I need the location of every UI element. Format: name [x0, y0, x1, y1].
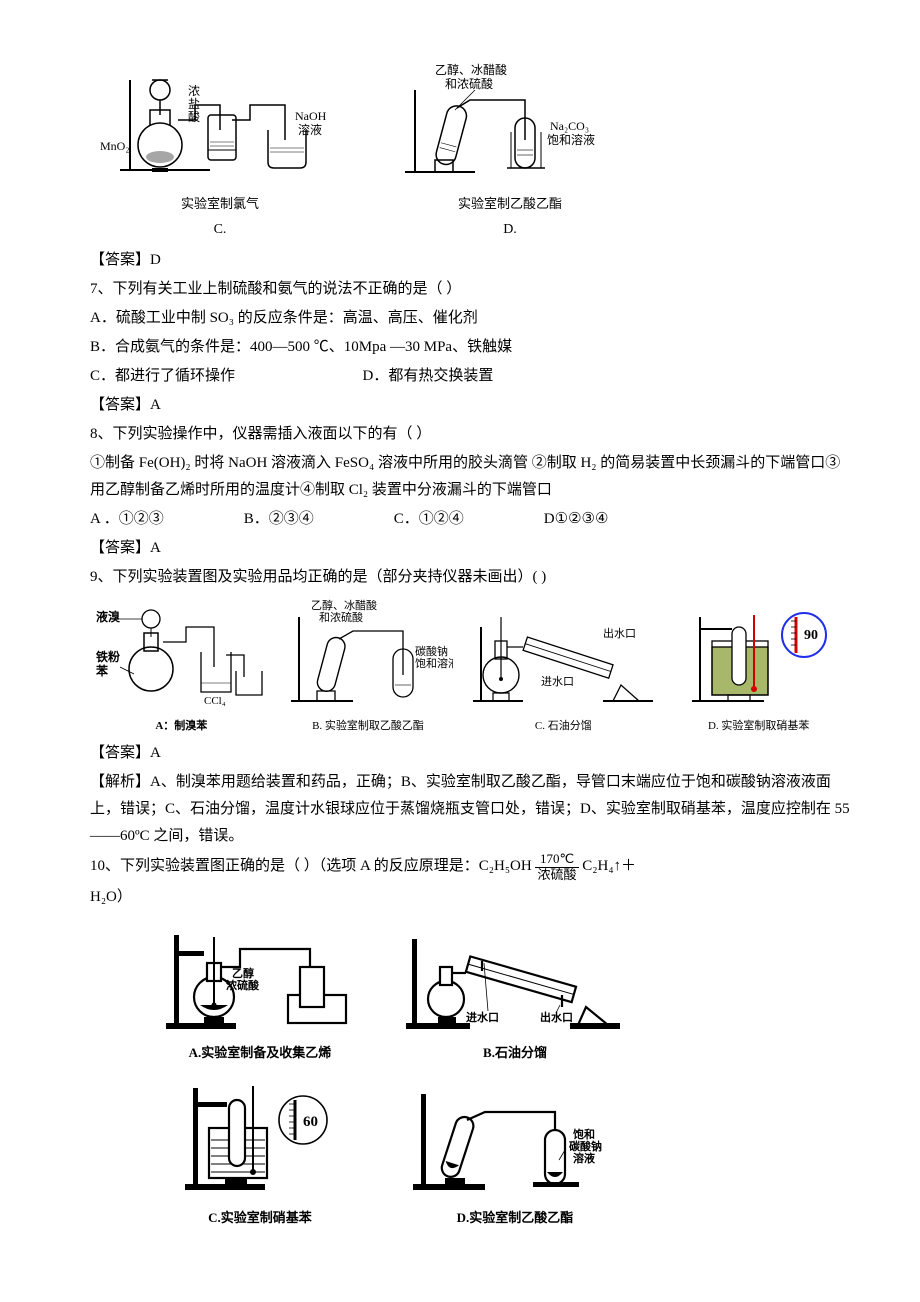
- q10A-caption: A.实验室制备及收集乙烯: [150, 1041, 370, 1064]
- q7-optCD: C．都进行了循环操作 D．都有热交换装置: [90, 363, 850, 390]
- label-mno2: MnO₂: [100, 139, 130, 153]
- q10-diagram-A: 乙醇 浓硫酸 A.实验室制备及收集乙烯: [150, 921, 370, 1064]
- diagram-C-caption-cn: 实验室制氯气: [90, 192, 350, 215]
- svg-text:溶液: 溶液: [298, 122, 322, 137]
- q9-diagram-row: 液溴 铁粉 苯 CCl₄ A：制溴苯 乙醇、冰醋酸 和浓硫酸 碳酸钠 饱和溶液 …: [90, 597, 850, 737]
- q10-cond-top: 170℃: [535, 852, 578, 867]
- diagram-D: 乙醇、冰醋酸 和浓硫酸 Na₂CO₃ 饱和溶液 实验室制乙酸乙酯 D.: [390, 60, 630, 243]
- q9D-caption: D. 实验室制取硝基苯: [667, 717, 850, 737]
- q10-diagram-D: 饱和 碳酸钠 溶液 D.实验室制乙酸乙酯: [400, 1076, 630, 1229]
- q9C-caption: C. 石油分馏: [463, 717, 663, 737]
- q10D-lab1: 饱和: [573, 1127, 595, 1141]
- q9D-temp: 90: [804, 628, 818, 643]
- q8-stem: 8、下列实验操作中，仪器需插入液面以下的有（ ）: [90, 421, 850, 448]
- q9-stem: 9、下列实验装置图及实验用品均正确的是（部分夹持仪器未画出）( ): [90, 564, 850, 591]
- q9-diagram-B: 乙醇、冰醋酸 和浓硫酸 碳酸钠 饱和溶液 B. 实验室制取乙酸乙酯: [277, 597, 460, 737]
- label-D-na2co3: Na₂CO₃: [550, 119, 589, 133]
- q10-diagram-B: 进水口 出水口 B.石油分馏: [400, 921, 630, 1064]
- q9B-right1: 碳酸钠: [415, 644, 448, 658]
- q10B-caption: B.石油分馏: [400, 1041, 630, 1064]
- svg-text:和浓硫酸: 和浓硫酸: [319, 610, 363, 624]
- q8-optB: B．②③④: [244, 506, 314, 533]
- top-diagram-row: 浓 盐 酸 MnO₂ NaOH 溶液 实验室制氯气 C.: [90, 60, 850, 243]
- q10-stem-c: H₂O）: [90, 884, 850, 911]
- q9A-label-ccl4: CCl₄: [204, 695, 226, 707]
- q9C-out: 出水口: [603, 626, 636, 640]
- q8-answer: 【答案】A: [90, 535, 850, 562]
- diagram-C-svg: 浓 盐 酸 MnO₂ NaOH 溶液: [100, 60, 340, 180]
- q7-optD: D．都有热交换装置: [363, 368, 494, 384]
- diagram-D-caption-cn: 实验室制乙酸乙酯: [390, 192, 630, 215]
- q7-answer: 【答案】A: [90, 392, 850, 419]
- q7-optB: B．合成氨气的条件是：400—500 ℃、10Mpa —30 MPa、铁触媒: [90, 334, 850, 361]
- q10-stem: 10、下列实验装置图正确的是（ ）（选项 A 的反应原理是：C₂H₅OH 170…: [90, 852, 850, 882]
- q8-optA: A ．①②③: [90, 506, 164, 533]
- q6-answer: 【答案】D: [90, 247, 850, 274]
- q10-stem-a: 10、下列实验装置图正确的是（ ）（选项 A 的反应原理是：C₂H₅OH: [90, 859, 532, 875]
- svg-text:溶液: 溶液: [573, 1151, 596, 1165]
- label-D-top-2: 和浓硫酸: [445, 76, 493, 91]
- q10-diagram-grid: 乙醇 浓硫酸 A.实验室制备及收集乙烯 进水口 出水口: [150, 921, 630, 1230]
- svg-text:酸: 酸: [188, 109, 200, 124]
- q10-stem-b: C₂H₄↑＋: [582, 859, 636, 875]
- q9-explanation: 【解析】A、制溴苯用题给装置和药品，正确；B、实验室制取乙酸乙酯，导管口末端应位…: [90, 769, 850, 850]
- q7-optC: C．都进行了循环操作: [90, 368, 235, 384]
- q10-diagram-C: 60 C.实验室制硝基苯: [150, 1076, 370, 1229]
- svg-text:饱和溶液: 饱和溶液: [547, 132, 595, 147]
- q9B-caption: B. 实验室制取乙酸乙酯: [277, 717, 460, 737]
- q8-optC: C．①②④: [394, 506, 464, 533]
- q7-optA: A．硫酸工业中制 SO₃ 的反应条件是：高温、高压、催化剂: [90, 305, 850, 332]
- q9B-top1: 乙醇、冰醋酸: [311, 598, 377, 612]
- q10-cond-bot: 浓硫酸: [535, 868, 578, 882]
- svg-text:碳酸钠: 碳酸钠: [569, 1139, 602, 1153]
- svg-text:盐: 盐: [188, 97, 200, 111]
- diagram-C: 浓 盐 酸 MnO₂ NaOH 溶液 实验室制氯气 C.: [90, 60, 350, 243]
- q9A-label-top: 液溴: [96, 609, 121, 624]
- q9-answer: 【答案】A: [90, 740, 850, 767]
- q7-stem: 7、下列有关工业上制硫酸和氨气的说法不正确的是（ ）: [90, 276, 850, 303]
- q8-body: ①制备 Fe(OH)₂ 时将 NaOH 溶液滴入 FeSO₄ 溶液中所用的胶头滴…: [90, 450, 850, 504]
- q8-options: A ．①②③ B．②③④ C．①②④ D①②③④: [90, 506, 850, 533]
- q9C-in: 进水口: [541, 675, 574, 688]
- label-conc-hcl: 浓: [188, 84, 200, 98]
- q10-reaction-condition: 170℃ 浓硫酸: [535, 852, 578, 882]
- diagram-D-svg: 乙醇、冰醋酸 和浓硫酸 Na₂CO₃ 饱和溶液: [395, 60, 625, 180]
- q9A-caption: A：制溴苯: [90, 717, 273, 737]
- q10C-caption: C.实验室制硝基苯: [150, 1206, 370, 1229]
- q10C-temp: 60: [303, 1114, 318, 1130]
- svg-text:饱和溶液: 饱和溶液: [415, 656, 453, 670]
- q9-diagram-C: 出水口 进水口 C. 石油分馏: [463, 597, 663, 737]
- q10B-in: 进水口: [466, 1010, 499, 1024]
- q9-diagram-A: 液溴 铁粉 苯 CCl₄ A：制溴苯: [90, 597, 273, 737]
- svg-text:苯: 苯: [96, 663, 109, 678]
- q9-diagram-D: 90 D. 实验室制取硝基苯: [667, 597, 850, 737]
- svg-text:浓硫酸: 浓硫酸: [226, 978, 260, 992]
- label-D-top-1: 乙醇、冰醋酸: [435, 62, 507, 77]
- q10D-caption: D.实验室制乙酸乙酯: [400, 1206, 630, 1229]
- q10A-label1: 乙醇: [232, 966, 254, 980]
- diagram-C-caption-letter: C.: [90, 217, 350, 242]
- diagram-D-caption-letter: D.: [390, 217, 630, 242]
- label-naoh: NaOH: [295, 109, 327, 123]
- q8-optD: D①②③④: [544, 506, 609, 533]
- q9A-label-bot1: 铁粉: [96, 649, 120, 664]
